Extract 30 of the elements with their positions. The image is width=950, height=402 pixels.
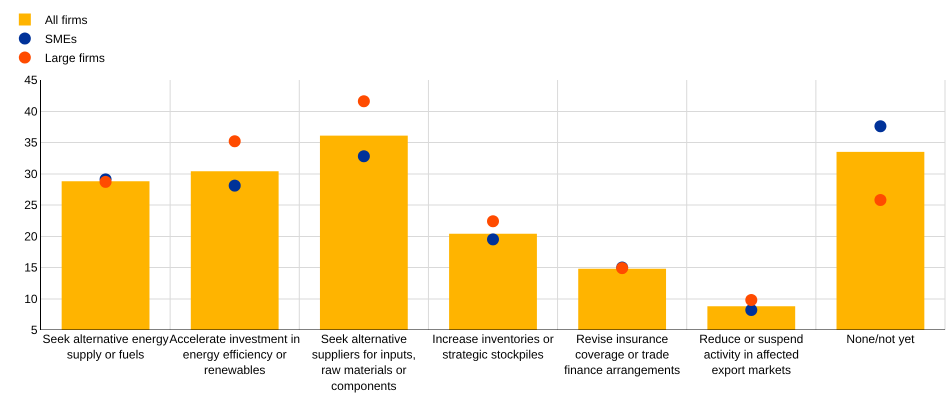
y-tick-label: 40 — [24, 104, 38, 118]
x-tick-label: Accelerate investment in energy efficiency or renewables — [169, 332, 300, 378]
legend-label: Large firms — [44, 51, 105, 66]
y-tick-label: 10 — [24, 292, 38, 306]
point — [358, 95, 370, 108]
point — [745, 304, 758, 316]
y-tick-label: 35 — [24, 136, 38, 150]
x-tick-label: Seek alternative energy supply or fuels — [42, 332, 169, 362]
y-tick-label: 15 — [24, 260, 38, 275]
point — [487, 233, 499, 246]
y-tick-label: 20 — [24, 229, 38, 244]
x-tick-label: None/not yet — [846, 332, 916, 346]
x-tick-label: Seek alternative suppliers for inputs, raw materials or components — [312, 332, 416, 393]
y-tick-label: 5 — [30, 323, 38, 338]
point — [228, 135, 241, 148]
point — [874, 120, 886, 132]
legend-label: All firms — [44, 13, 88, 28]
y-tick-label: 45 — [24, 73, 38, 88]
x-tick-label: Revise insurance coverage or trade finance arrangements — [564, 332, 680, 378]
legend-label: SMEs — [44, 32, 77, 46]
x-tick-label: Reduce or suspend activity in affected export markets — [699, 332, 804, 378]
point — [745, 294, 758, 306]
point — [487, 215, 499, 228]
x-tick-label: Increase inventories or strategic stockpiles — [432, 332, 554, 362]
point — [874, 194, 886, 206]
point — [228, 180, 241, 192]
y-tick-label: 30 — [24, 166, 38, 181]
point — [358, 150, 370, 162]
y-tick-label: 25 — [24, 198, 38, 212]
point — [100, 176, 112, 188]
